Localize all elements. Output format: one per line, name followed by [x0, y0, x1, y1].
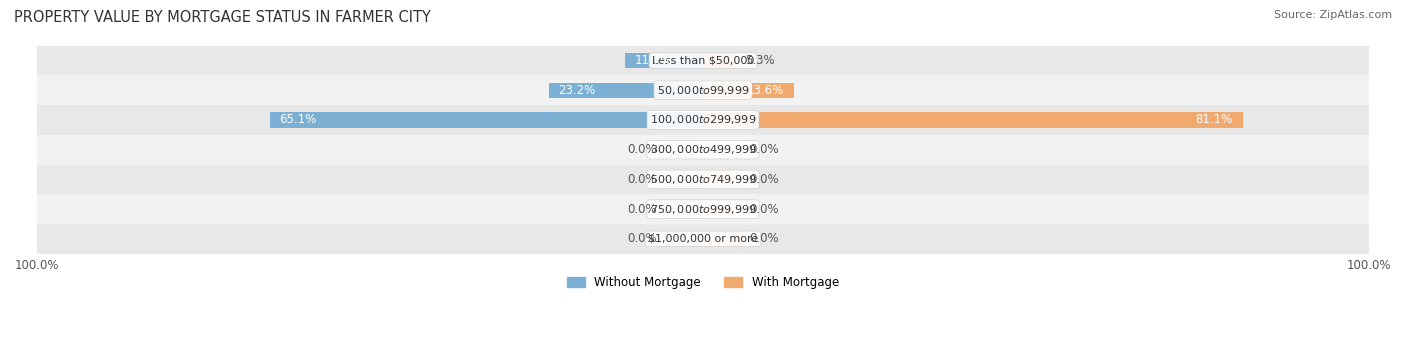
Bar: [37, 135, 1369, 165]
Bar: [703, 83, 793, 98]
Legend: Without Mortgage, With Mortgage: Without Mortgage, With Mortgage: [562, 271, 844, 294]
Text: 0.0%: 0.0%: [749, 203, 779, 216]
Bar: [703, 231, 742, 247]
Bar: [703, 142, 742, 158]
Text: $100,000 to $299,999: $100,000 to $299,999: [650, 114, 756, 127]
Bar: [37, 105, 1369, 135]
Text: 5.3%: 5.3%: [745, 54, 775, 67]
Text: PROPERTY VALUE BY MORTGAGE STATUS IN FARMER CITY: PROPERTY VALUE BY MORTGAGE STATUS IN FAR…: [14, 10, 430, 25]
Bar: [548, 83, 703, 98]
Bar: [37, 224, 1369, 254]
Bar: [664, 172, 703, 187]
Text: 65.1%: 65.1%: [280, 114, 316, 127]
Text: 0.0%: 0.0%: [749, 173, 779, 186]
Text: 23.2%: 23.2%: [558, 84, 596, 97]
Bar: [664, 231, 703, 247]
Bar: [664, 142, 703, 158]
Bar: [37, 75, 1369, 105]
Bar: [37, 194, 1369, 224]
Bar: [703, 172, 742, 187]
Text: $500,000 to $749,999: $500,000 to $749,999: [650, 173, 756, 186]
Bar: [703, 112, 1243, 128]
Text: 81.1%: 81.1%: [1195, 114, 1233, 127]
Bar: [626, 53, 703, 68]
Text: 13.6%: 13.6%: [747, 84, 783, 97]
Text: 0.0%: 0.0%: [627, 203, 657, 216]
Text: Less than $50,000: Less than $50,000: [652, 56, 754, 65]
Bar: [37, 165, 1369, 194]
Bar: [703, 202, 742, 217]
Text: $750,000 to $999,999: $750,000 to $999,999: [650, 203, 756, 216]
Text: 0.0%: 0.0%: [749, 143, 779, 156]
Text: $50,000 to $99,999: $50,000 to $99,999: [657, 84, 749, 97]
Text: 0.0%: 0.0%: [627, 173, 657, 186]
Text: 11.7%: 11.7%: [636, 54, 672, 67]
Bar: [664, 202, 703, 217]
Text: 0.0%: 0.0%: [749, 232, 779, 245]
Bar: [37, 46, 1369, 75]
Text: $1,000,000 or more: $1,000,000 or more: [648, 234, 758, 244]
Text: 0.0%: 0.0%: [627, 143, 657, 156]
Text: Source: ZipAtlas.com: Source: ZipAtlas.com: [1274, 10, 1392, 20]
Text: 0.0%: 0.0%: [627, 232, 657, 245]
Text: $300,000 to $499,999: $300,000 to $499,999: [650, 143, 756, 156]
Bar: [703, 53, 738, 68]
Bar: [270, 112, 703, 128]
